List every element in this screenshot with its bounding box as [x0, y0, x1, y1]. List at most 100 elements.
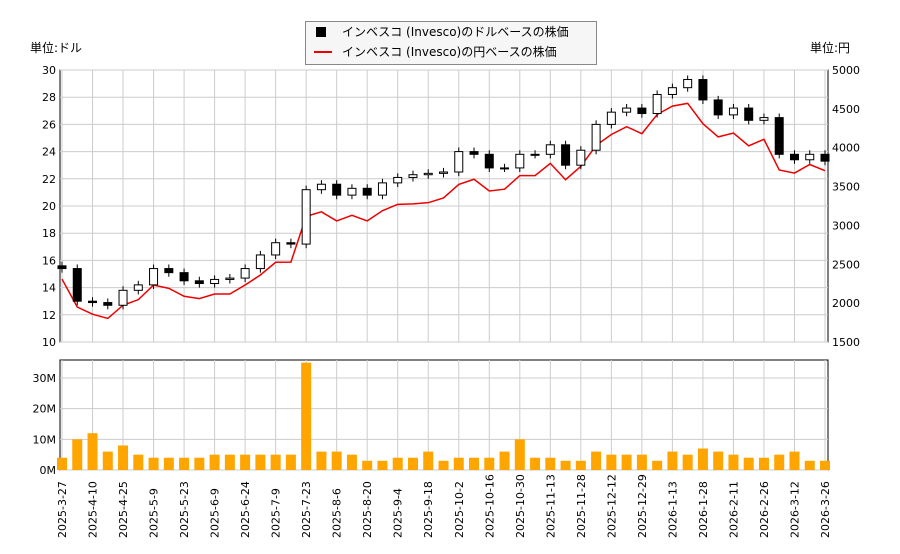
volume-bar [316, 451, 327, 470]
legend: インベスコ (Invesco)のドルベースの株価 インベスコ (Invesco)… [305, 21, 597, 65]
candle-body [576, 149, 586, 166]
candle-body [225, 277, 235, 280]
y-tick-label-jpy: 4000 [832, 142, 860, 155]
candle-body [423, 172, 433, 176]
x-tick-label: 2025-12-12 [605, 474, 618, 538]
candle-body [210, 278, 220, 285]
x-tick-label: 2025-7-23 [300, 481, 313, 538]
candle-body [744, 107, 754, 121]
volume-bar [560, 460, 571, 470]
y-tick-label-usd: 30 [42, 64, 56, 77]
volume-bar [438, 460, 449, 470]
candle-body [88, 300, 98, 304]
volume-bar [728, 454, 739, 470]
x-tick-label: 2026-3-12 [788, 481, 801, 538]
x-tick-label: 2025-4-25 [117, 481, 130, 538]
volume-bar [591, 451, 602, 470]
volume-bar [423, 451, 434, 470]
y-tick-label-jpy: 5000 [832, 64, 860, 77]
candle-body [72, 268, 82, 302]
candle-body [683, 79, 693, 89]
volume-bar [255, 454, 266, 470]
x-tick-label: 2025-7-9 [270, 488, 283, 538]
y-tick-label-volume: 30M [33, 372, 57, 385]
volume-bar [469, 457, 480, 470]
candle-body [530, 153, 540, 156]
volume-bar [377, 460, 388, 470]
x-tick-label: 2025-9-4 [392, 488, 405, 538]
candle-body [57, 265, 67, 270]
x-tick-label: 2025-11-13 [544, 474, 557, 538]
y-tick-label-usd: 12 [42, 309, 56, 322]
x-tick-label: 2025-10-2 [453, 481, 466, 538]
volume-bar [499, 451, 510, 470]
candle-body [103, 302, 113, 306]
candle-body [774, 117, 784, 155]
candle-body [408, 174, 418, 178]
volume-bar [636, 454, 647, 470]
left-unit-label: 単位:ドル [30, 41, 83, 55]
candle-body [820, 153, 830, 162]
candle-body [728, 107, 738, 116]
candle-body [347, 187, 357, 196]
candle-body [789, 153, 799, 161]
y-tick-label-jpy: 2000 [832, 297, 860, 310]
volume-bar [285, 454, 296, 470]
y-tick-label-usd: 16 [42, 254, 56, 267]
x-tick-label: 2026-3-26 [819, 481, 832, 538]
candle-body [271, 242, 281, 256]
red-line-icon [314, 51, 332, 53]
black-square-icon [316, 27, 326, 37]
x-tick-label: 2025-3-27 [56, 481, 69, 538]
candle-body [454, 151, 464, 173]
y-tick-label-usd: 22 [42, 173, 56, 186]
candle-body [667, 87, 677, 95]
volume-bar [209, 454, 220, 470]
y-tick-label-jpy: 3500 [832, 181, 860, 194]
x-tick-label: 2025-10-30 [514, 474, 527, 538]
x-tick-label: 2025-6-9 [209, 488, 222, 538]
volume-bar [652, 460, 663, 470]
volume-bar [362, 460, 373, 470]
volume-bar [453, 457, 464, 470]
x-tick-label: 2026-1-28 [697, 481, 710, 538]
volume-bar [545, 457, 556, 470]
y-tick-label-usd: 26 [42, 118, 56, 131]
y-tick-label-volume: 10M [33, 433, 57, 446]
y-tick-label-jpy: 4500 [832, 103, 860, 116]
legend-item-usd: インベスコ (Invesco)のドルベースの株価 [306, 22, 596, 42]
volume-bar [301, 362, 312, 470]
volume-bar [118, 445, 129, 470]
candle-body [316, 183, 326, 191]
volume-bar [148, 457, 159, 470]
y-tick-label-usd: 14 [42, 282, 56, 295]
volume-bar [713, 451, 724, 470]
candle-body [133, 284, 143, 291]
x-tick-label: 2025-10-16 [483, 474, 496, 538]
volume-bar [621, 454, 632, 470]
y-tick-label-jpy: 1500 [832, 336, 860, 349]
candle-body [255, 254, 265, 270]
jpy-price-line [61, 102, 826, 320]
candle-body [652, 93, 662, 115]
volume-bar [606, 454, 617, 470]
y-tick-label-volume: 0M [40, 464, 57, 477]
volume-bar [331, 451, 342, 470]
candle-body [561, 144, 571, 166]
candle-body [194, 280, 204, 285]
volume-bar [407, 457, 418, 470]
candle-body [469, 151, 479, 155]
x-tick-label: 2025-5-9 [148, 488, 161, 538]
volume-bar [484, 457, 495, 470]
volume-bar [392, 457, 403, 470]
volume-bar [133, 454, 144, 470]
volume-bar [804, 460, 815, 470]
volume-bar [820, 460, 830, 470]
candle-body [164, 268, 174, 274]
candle-body [179, 272, 189, 282]
x-tick-label: 2025-12-29 [636, 474, 649, 538]
volume-bar [102, 451, 113, 470]
x-tick-label: 2025-11-28 [575, 474, 588, 538]
